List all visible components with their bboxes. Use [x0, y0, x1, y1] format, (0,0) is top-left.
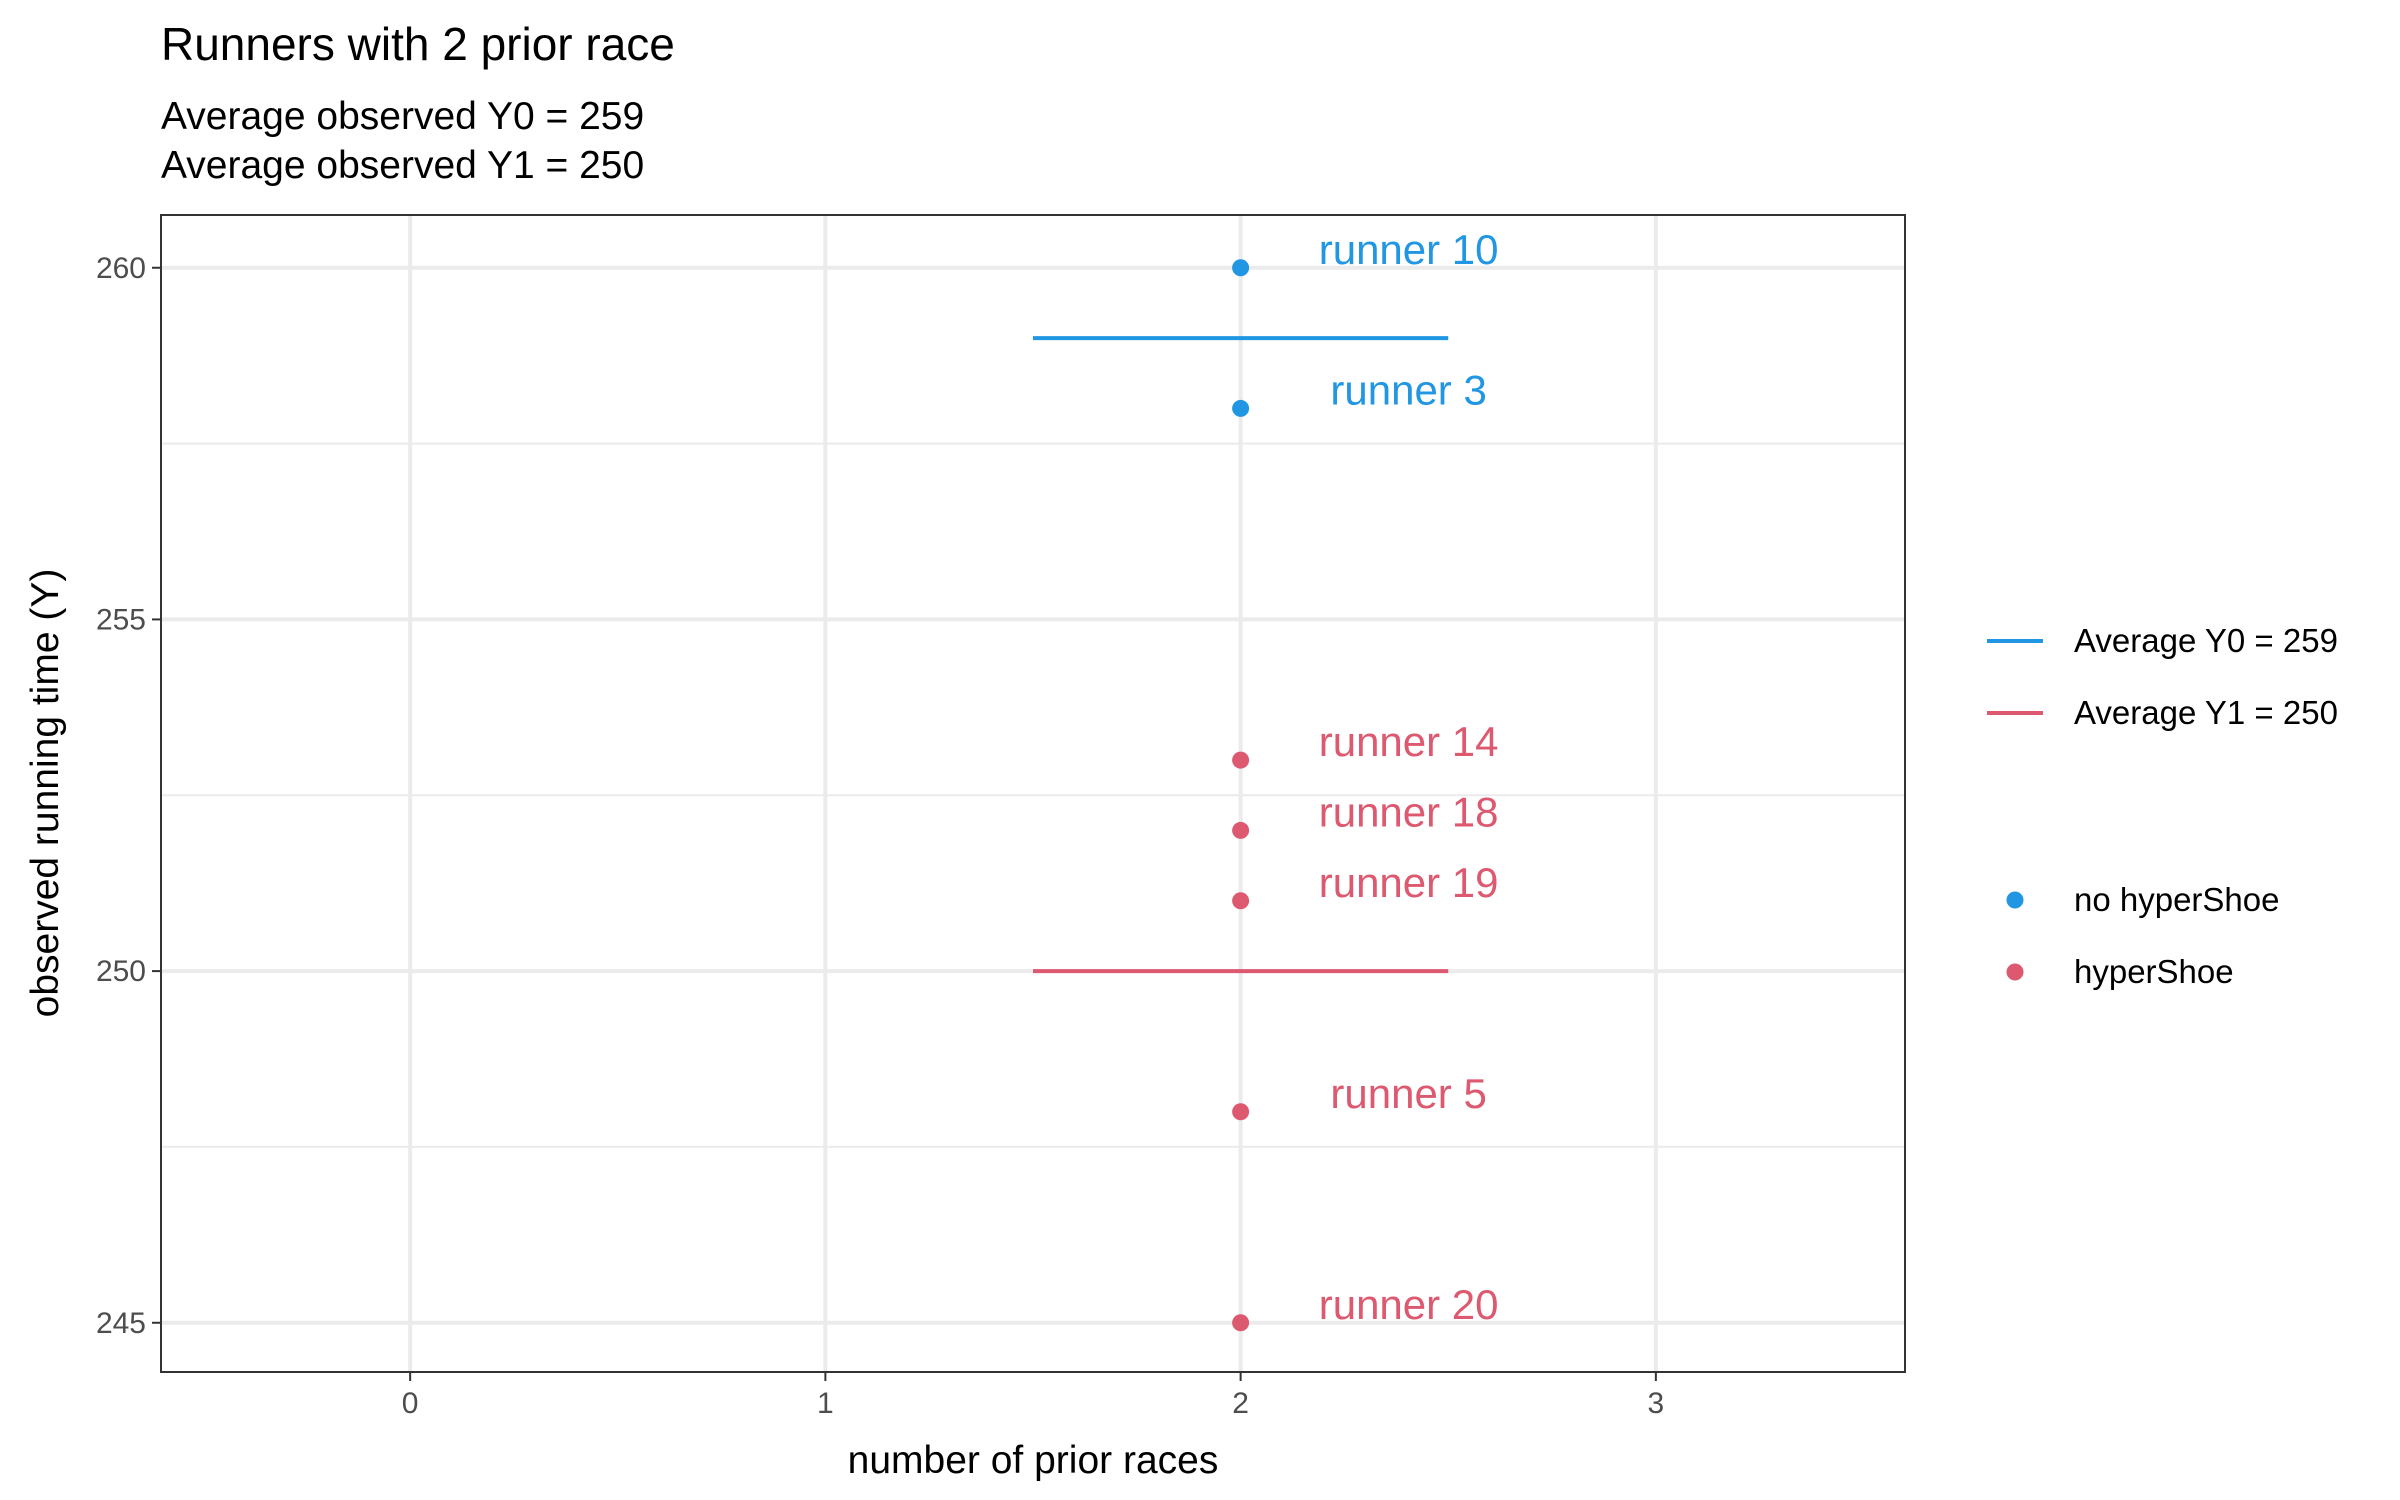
- legend: Average Y0 = 259 Average Y1 = 250 no hyper…: [1987, 622, 2338, 990]
- axis-ticks: 245 250 255 260 0 1 2 3: [96, 252, 1664, 1420]
- x-tick-label: 2: [1232, 1387, 1249, 1420]
- x-tick-label: 1: [817, 1387, 834, 1420]
- data-point: [1232, 1314, 1250, 1332]
- legend-label: no hyperShoe: [2074, 881, 2280, 918]
- y-axis-label: observed running time (Y): [24, 569, 67, 1018]
- point-label: runner 19: [1319, 859, 1499, 906]
- data-point: [1232, 821, 1250, 839]
- data-point: [1232, 1103, 1250, 1121]
- mean-lines: [1033, 336, 1449, 974]
- y-tick-label: 260: [96, 252, 146, 285]
- y-tick-label: 250: [96, 955, 146, 988]
- point-label: runner 14: [1319, 718, 1499, 765]
- legend-label: Average Y0 = 259: [2074, 622, 2338, 659]
- legend-key-point: [2006, 891, 2024, 909]
- x-axis-label: number of prior races: [848, 1439, 1219, 1482]
- x-tick-label: 0: [402, 1387, 419, 1420]
- point-label: runner 20: [1319, 1281, 1499, 1328]
- data-point: [1232, 892, 1250, 910]
- data-point: [1232, 399, 1250, 417]
- point-label: runner 5: [1330, 1070, 1486, 1117]
- data-point: [1232, 751, 1250, 769]
- point-labels: runner 10 runner 3 runner 14 runner 18 runne…: [1319, 226, 1499, 1328]
- data-point: [1232, 259, 1250, 277]
- chart-subtitle-line-2: Average observed Y1 = 250: [161, 144, 644, 187]
- chart-subtitle-line-1: Average observed Y0 = 259: [161, 95, 644, 138]
- legend-key-point: [2006, 963, 2024, 981]
- chart-title: Runners with 2 prior race: [161, 18, 675, 70]
- y-tick-label: 245: [96, 1307, 146, 1340]
- y-tick-label: 255: [96, 603, 146, 636]
- point-label: runner 18: [1319, 788, 1499, 835]
- legend-label: Average Y1 = 250: [2074, 694, 2338, 731]
- point-label: runner 10: [1319, 226, 1499, 273]
- point-label: runner 3: [1330, 366, 1486, 413]
- data-points: [1232, 259, 1250, 1332]
- legend-label: hyperShoe: [2074, 953, 2234, 990]
- x-tick-label: 3: [1648, 1387, 1665, 1420]
- plot-panel-border: [160, 214, 1906, 1373]
